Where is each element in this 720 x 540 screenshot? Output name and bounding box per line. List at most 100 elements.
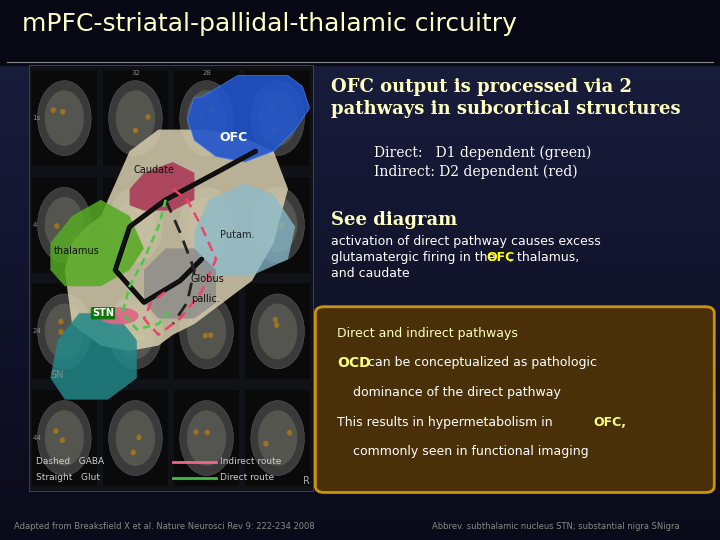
Bar	[103, 177, 168, 273]
Bar	[245, 284, 310, 380]
Bar	[0, 99, 720, 108]
Ellipse shape	[116, 197, 155, 253]
Ellipse shape	[273, 317, 278, 322]
Ellipse shape	[136, 435, 142, 440]
Ellipse shape	[187, 410, 226, 466]
Bar	[0, 459, 720, 468]
Text: See diagram: See diagram	[331, 211, 457, 228]
Bar	[0, 54, 720, 63]
Ellipse shape	[251, 401, 305, 476]
Bar	[103, 390, 168, 486]
Ellipse shape	[267, 222, 273, 228]
Text: , thalamus,: , thalamus,	[509, 251, 580, 264]
Bar	[32, 177, 97, 273]
Bar	[0, 432, 720, 441]
Bar	[32, 284, 97, 380]
Text: dominance of the direct pathway: dominance of the direct pathway	[337, 386, 561, 399]
Text: This results in hypermetabolism in: This results in hypermetabolism in	[337, 416, 557, 429]
Ellipse shape	[272, 128, 277, 133]
Text: Abbrev. subthalamic nucleus STN; substantial nigra SNigra: Abbrev. subthalamic nucleus STN; substan…	[432, 522, 680, 531]
Ellipse shape	[198, 115, 203, 121]
Text: thalamus: thalamus	[54, 246, 100, 256]
Ellipse shape	[180, 80, 233, 156]
Ellipse shape	[264, 441, 269, 447]
Ellipse shape	[258, 197, 297, 253]
Bar	[0, 351, 720, 360]
Bar	[0, 81, 720, 90]
Bar	[0, 225, 720, 234]
Bar	[0, 234, 720, 243]
Bar	[0, 45, 720, 54]
Bar	[0, 486, 720, 495]
Text: OFC: OFC	[220, 131, 248, 144]
Bar	[0, 126, 720, 135]
Ellipse shape	[187, 303, 226, 359]
Ellipse shape	[116, 410, 155, 466]
Ellipse shape	[45, 303, 84, 359]
Bar	[0, 324, 720, 333]
Bar	[0, 288, 720, 297]
Bar	[0, 189, 720, 198]
Ellipse shape	[187, 197, 226, 253]
Bar	[0, 369, 720, 378]
Bar	[0, 378, 720, 387]
Text: OFC output is processed via 2
pathways in subcortical structures: OFC output is processed via 2 pathways i…	[331, 78, 681, 118]
Bar	[174, 390, 239, 486]
Bar	[0, 495, 720, 504]
Bar	[0, 396, 720, 405]
Text: commonly seen in functional imaging: commonly seen in functional imaging	[337, 446, 588, 458]
Ellipse shape	[251, 187, 305, 262]
Polygon shape	[194, 184, 295, 275]
Bar	[245, 177, 310, 273]
Text: glutamatergic firing in the: glutamatergic firing in the	[331, 251, 500, 264]
Ellipse shape	[140, 334, 145, 340]
Text: mPFC-striatal-pallidal-thalamic circuitry: mPFC-striatal-pallidal-thalamic circuitr…	[22, 12, 516, 36]
Bar	[103, 70, 168, 166]
Text: OFC,: OFC,	[593, 416, 626, 429]
Bar	[0, 261, 720, 270]
Ellipse shape	[203, 333, 208, 339]
Ellipse shape	[251, 80, 305, 156]
Bar	[0, 18, 720, 27]
Ellipse shape	[269, 104, 275, 109]
Bar	[0, 297, 720, 306]
Bar	[0, 513, 720, 522]
Bar	[0, 207, 720, 216]
Ellipse shape	[58, 319, 63, 325]
Bar	[0, 315, 720, 324]
Bar	[245, 70, 310, 166]
Ellipse shape	[187, 90, 226, 146]
Bar	[0, 450, 720, 459]
Bar	[0, 252, 720, 261]
Bar	[0, 414, 720, 423]
Text: 4: 4	[32, 222, 37, 228]
Ellipse shape	[116, 90, 155, 146]
Text: can be conceptualized as pathologic: can be conceptualized as pathologic	[364, 356, 598, 369]
Ellipse shape	[58, 329, 63, 335]
Ellipse shape	[274, 322, 279, 328]
Ellipse shape	[126, 220, 131, 226]
Ellipse shape	[145, 114, 150, 120]
Ellipse shape	[54, 223, 60, 229]
Ellipse shape	[251, 294, 305, 369]
Bar	[0, 0, 720, 9]
Bar	[0, 198, 720, 207]
Ellipse shape	[204, 215, 210, 220]
Text: OFC: OFC	[486, 251, 514, 264]
Ellipse shape	[130, 450, 136, 455]
Text: activation of direct pathway causes excess: activation of direct pathway causes exce…	[331, 235, 601, 248]
Bar	[0, 144, 720, 153]
Ellipse shape	[60, 109, 66, 114]
Ellipse shape	[37, 401, 91, 476]
Ellipse shape	[109, 401, 162, 476]
Ellipse shape	[50, 107, 56, 113]
Bar	[0, 360, 720, 369]
Bar	[0, 522, 720, 531]
Text: OCD: OCD	[337, 356, 371, 370]
Bar	[0, 108, 720, 117]
Polygon shape	[50, 200, 144, 286]
Ellipse shape	[37, 187, 91, 262]
Ellipse shape	[133, 127, 138, 133]
Bar	[0, 27, 720, 36]
FancyBboxPatch shape	[315, 307, 714, 492]
